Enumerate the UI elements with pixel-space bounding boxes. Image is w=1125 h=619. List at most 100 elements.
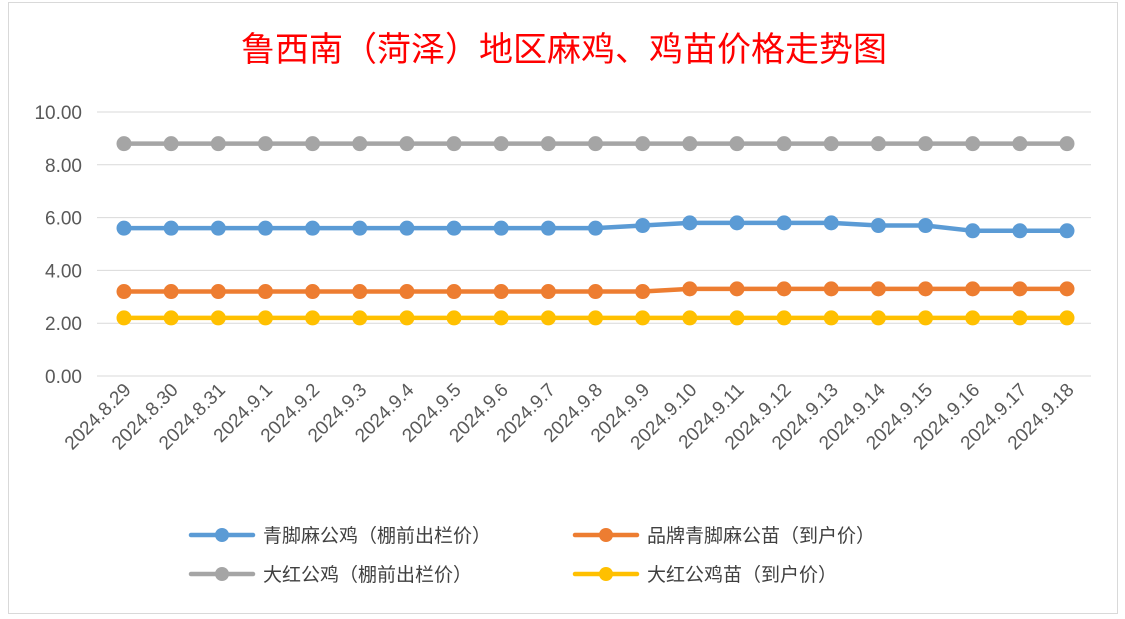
data-point — [116, 220, 132, 236]
data-point — [776, 215, 792, 231]
data-point — [635, 218, 651, 234]
data-point — [352, 220, 368, 236]
data-point — [588, 220, 603, 236]
series-4 — [116, 310, 1075, 326]
data-point — [540, 136, 556, 152]
data-point — [1059, 310, 1075, 326]
data-point — [352, 284, 368, 300]
data-point — [1059, 223, 1075, 239]
data-point — [446, 136, 462, 152]
data-point — [257, 284, 273, 300]
legend-marker — [215, 528, 229, 542]
data-point — [210, 310, 226, 326]
legend: 青脚麻公鸡（棚前出栏价） 品牌青脚麻公苗（到户价） 大红公鸡（棚前出栏价） 大红公鸡苗… — [188, 525, 875, 586]
line-chart: 鲁西南（菏泽）地区麻鸡、鸡苗价格走势图 0.00 2.00 4.00 6.00 8.00… — [34, 30, 1091, 586]
data-point — [776, 136, 792, 152]
data-point — [210, 136, 226, 152]
data-point — [210, 220, 226, 236]
data-point — [635, 136, 651, 152]
chart-title: 鲁西南（菏泽）地区麻鸡、鸡苗价格走势图 — [241, 30, 887, 70]
data-point — [1059, 136, 1075, 152]
data-point — [116, 136, 132, 152]
y-tick-label: 4.00 — [45, 261, 82, 282]
legend-label: 品牌青脚麻公苗（到户价） — [647, 525, 875, 547]
data-point — [729, 310, 745, 326]
data-point — [163, 310, 179, 326]
y-tick-label: 0.00 — [45, 367, 82, 388]
data-point — [352, 310, 368, 326]
data-point — [870, 218, 886, 234]
legend-label: 大红公鸡（棚前出栏价） — [263, 564, 472, 586]
data-point — [918, 281, 934, 297]
data-point — [493, 284, 509, 300]
data-point — [729, 281, 745, 297]
data-point — [446, 310, 462, 326]
data-point — [870, 310, 886, 326]
data-point — [399, 220, 415, 236]
data-point — [823, 310, 839, 326]
data-point — [635, 310, 651, 326]
series-3 — [116, 136, 1075, 152]
data-point — [682, 310, 698, 326]
legend-marker — [215, 567, 229, 581]
y-tick-label: 2.00 — [45, 314, 82, 335]
data-point — [257, 310, 273, 326]
y-tick-label: 10.00 — [34, 103, 82, 124]
legend-marker — [599, 567, 613, 581]
data-point — [257, 220, 273, 236]
data-point — [1012, 136, 1028, 152]
data-point — [305, 220, 321, 236]
data-point — [305, 136, 321, 152]
legend-item: 大红公鸡苗（到户价） — [572, 564, 837, 586]
data-point — [163, 220, 179, 236]
data-point — [446, 220, 462, 236]
data-point — [588, 284, 603, 300]
data-point — [682, 281, 698, 297]
data-point — [1059, 281, 1075, 297]
data-point — [870, 136, 886, 152]
data-point — [540, 310, 556, 326]
data-point — [965, 223, 981, 239]
data-point — [823, 136, 839, 152]
data-point — [823, 215, 839, 231]
data-point — [682, 215, 698, 231]
data-point — [682, 136, 698, 152]
data-point — [163, 136, 179, 152]
y-tick-label: 6.00 — [45, 209, 82, 230]
legend-item: 青脚麻公鸡（棚前出栏价） — [188, 525, 491, 547]
data-point — [965, 281, 981, 297]
legend-item: 品牌青脚麻公苗（到户价） — [572, 525, 875, 547]
data-point — [965, 136, 981, 152]
legend-label: 青脚麻公鸡（棚前出栏价） — [263, 525, 491, 547]
x-axis-ticks: 2024.8.292024.8.302024.8.312024.9.12024.… — [61, 379, 1079, 454]
data-point — [399, 284, 415, 300]
data-point — [588, 310, 603, 326]
data-point — [1012, 281, 1028, 297]
data-point — [918, 310, 934, 326]
legend-item: 大红公鸡（棚前出栏价） — [188, 564, 472, 586]
data-point — [776, 281, 792, 297]
data-point — [116, 284, 132, 300]
data-point — [729, 215, 745, 231]
data-point — [116, 310, 132, 326]
data-point — [635, 284, 651, 300]
y-axis-ticks: 0.00 2.00 4.00 6.00 8.00 10.00 — [34, 103, 82, 388]
data-point — [399, 136, 415, 152]
data-point — [210, 284, 226, 300]
legend-label: 大红公鸡苗（到户价） — [647, 564, 837, 586]
series-1 — [116, 215, 1075, 239]
data-point — [918, 218, 934, 234]
series-group — [116, 136, 1075, 326]
data-point — [163, 284, 179, 300]
data-point — [823, 281, 839, 297]
data-point — [493, 136, 509, 152]
data-point — [352, 136, 368, 152]
data-point — [257, 136, 273, 152]
data-point — [305, 310, 321, 326]
data-point — [540, 220, 556, 236]
data-point — [493, 310, 509, 326]
data-point — [870, 281, 886, 297]
data-point — [588, 136, 603, 152]
data-point — [399, 310, 415, 326]
data-point — [1012, 310, 1028, 326]
